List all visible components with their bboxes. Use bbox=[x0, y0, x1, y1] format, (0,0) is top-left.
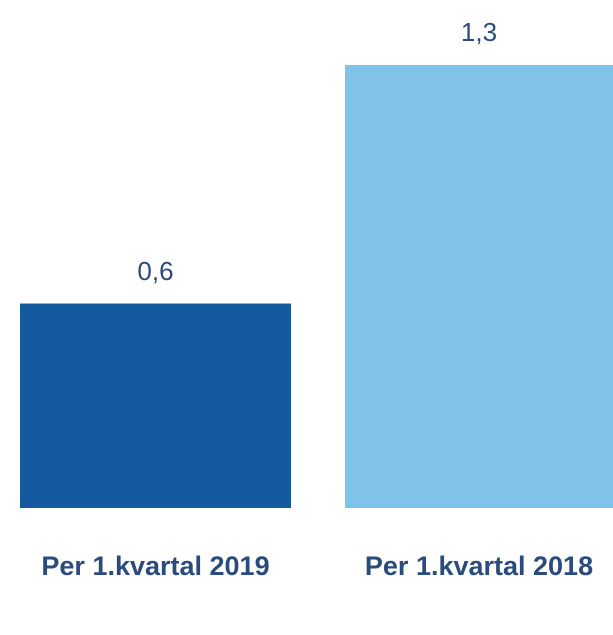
x-tick-label: Per 1.kvartal 2019 bbox=[41, 551, 270, 581]
value-label: 1,3 bbox=[460, 17, 498, 47]
bar bbox=[345, 65, 613, 508]
value-label: 0,6 bbox=[137, 255, 174, 286]
bar bbox=[20, 303, 291, 508]
x-tick-label: Per 1.kvartal 2018 bbox=[364, 551, 594, 581]
